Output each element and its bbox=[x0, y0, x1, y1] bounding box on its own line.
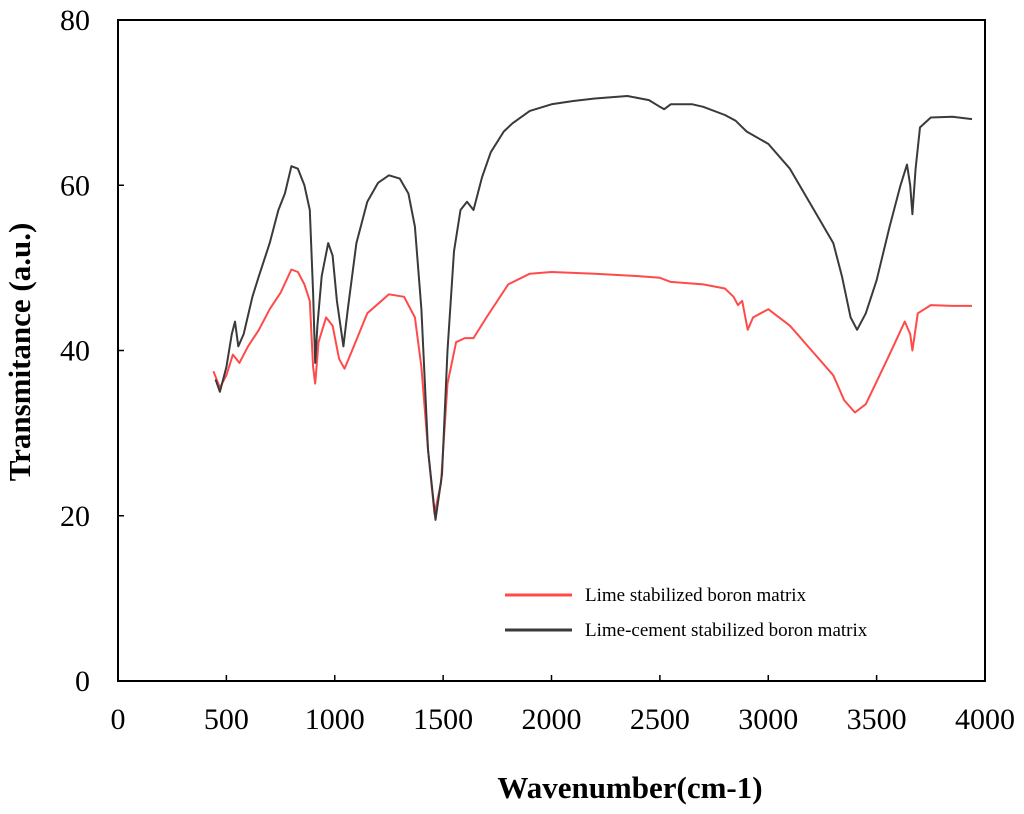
axis-ticks: 0 500 1000 1500 2000 2500 3000 3500 4000 0 20 40 60 8… bbox=[60, 4, 1015, 736]
x-tick-label: 2500 bbox=[630, 703, 690, 736]
series-line-lime-cement bbox=[214, 95, 973, 521]
x-tick-label: 4000 bbox=[955, 703, 1015, 736]
legend-label: Lime-cement stabilized boron matrix bbox=[585, 620, 868, 641]
x-tick-label: 3000 bbox=[738, 703, 798, 736]
y-tick-label: 60 bbox=[60, 169, 90, 202]
x-tick-label: 1500 bbox=[413, 703, 473, 736]
y-tick-label: 20 bbox=[60, 500, 90, 533]
x-tick-label: 2000 bbox=[522, 703, 582, 736]
legend-label: Lime stabilized boron matrix bbox=[585, 585, 807, 606]
y-tick-label: 80 bbox=[60, 4, 90, 37]
y-axis-title: Transmitance (a.u.) bbox=[2, 223, 37, 482]
x-tick-label: 0 bbox=[111, 703, 126, 736]
x-tick-label: 3500 bbox=[847, 703, 907, 736]
series-line-lime bbox=[212, 268, 972, 516]
y-tick-label: 40 bbox=[60, 335, 90, 368]
x-tick-label: 500 bbox=[204, 703, 249, 736]
legend: Lime stabilized boron matrix Lime-cement … bbox=[505, 585, 868, 641]
y-tick-label: 0 bbox=[75, 665, 90, 698]
x-axis-title: Wavenumber(cm-1) bbox=[497, 770, 762, 805]
plot-frame bbox=[117, 19, 986, 682]
x-tick-label: 1000 bbox=[305, 703, 365, 736]
series-layer bbox=[212, 95, 973, 521]
